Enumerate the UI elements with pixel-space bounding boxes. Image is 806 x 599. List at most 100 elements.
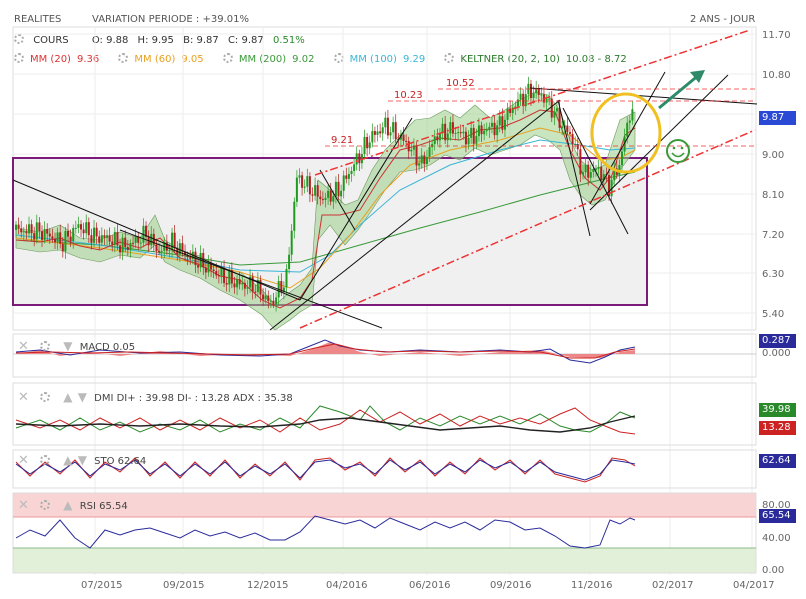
- candle-body: [106, 235, 109, 238]
- candle-body: [69, 236, 72, 241]
- candle-body: [319, 196, 322, 200]
- gear-icon[interactable]: [40, 341, 51, 351]
- candle-body: [126, 247, 129, 250]
- candle-body: [394, 122, 397, 140]
- candle-body: [613, 168, 616, 180]
- svg-text:12/2015: 12/2015: [247, 580, 289, 591]
- candle-body: [540, 94, 543, 96]
- candle-body: [405, 140, 408, 142]
- candle-body: [316, 185, 319, 197]
- svg-text:04/2017: 04/2017: [733, 580, 775, 591]
- candle-body: [116, 231, 119, 246]
- symbol-label: REALITES: [14, 14, 62, 25]
- candle-body: [415, 145, 418, 166]
- adx-line: [15, 415, 636, 433]
- candle-body: [254, 291, 257, 293]
- candle-body: [290, 230, 293, 255]
- candle-body: [228, 269, 231, 285]
- candle-body: [20, 228, 23, 233]
- up-arrow-icon[interactable]: ▲: [63, 453, 73, 467]
- candle-body: [462, 131, 465, 134]
- gear-icon[interactable]: [444, 53, 455, 63]
- candle-body: [412, 145, 415, 150]
- rsi-line: [15, 515, 636, 549]
- up-arrow-icon[interactable]: ▲: [63, 498, 73, 512]
- close-icon[interactable]: ✕: [18, 339, 29, 354]
- candle-body: [454, 132, 457, 134]
- candle-body: [51, 236, 54, 239]
- gear-icon[interactable]: [40, 455, 51, 465]
- gear-icon[interactable]: [14, 53, 24, 63]
- candle-body: [438, 132, 441, 141]
- candle-body: [459, 132, 462, 134]
- candle-body: [558, 108, 561, 128]
- candle-body: [493, 122, 496, 136]
- close-icon[interactable]: ✕: [18, 498, 29, 513]
- candle-body: [347, 173, 350, 179]
- rsi-mid-tick: 40.00: [762, 533, 791, 544]
- dmi-plus-line: [15, 405, 636, 433]
- candle-body: [43, 229, 46, 240]
- candle-body: [308, 176, 311, 195]
- gear-icon[interactable]: [118, 53, 129, 63]
- candle-body: [303, 186, 306, 188]
- candle-body: [230, 269, 233, 284]
- candle-body: [324, 197, 327, 200]
- channel-lines: [299, 29, 756, 329]
- candle-body: [119, 245, 122, 253]
- svg-text:8.10: 8.10: [762, 190, 784, 201]
- candle-body: [446, 133, 449, 141]
- down-arrow-icon[interactable]: ▼: [77, 453, 87, 467]
- candle-body: [589, 171, 592, 178]
- candle-body: [293, 201, 296, 231]
- candle-body: [519, 93, 522, 100]
- up-arrow-icon: [658, 70, 705, 110]
- candle-body: [103, 235, 106, 238]
- svg-text:9.00: 9.00: [762, 150, 784, 161]
- svg-text:7.20: 7.20: [762, 230, 784, 241]
- candle-body: [98, 236, 101, 243]
- close-icon[interactable]: ✕: [18, 390, 29, 405]
- gear-icon[interactable]: [40, 392, 51, 402]
- candle-body: [306, 176, 309, 187]
- candle-body: [600, 166, 603, 181]
- macd-controls: ✕ ▼ MACD 0.05: [18, 339, 135, 354]
- candle-body: [48, 233, 51, 237]
- candle-body: [376, 131, 379, 135]
- variation-label: VARIATION PERIODE : +39.01%: [92, 14, 249, 25]
- candle-body: [251, 276, 254, 292]
- dmi-minus-line: [15, 407, 636, 435]
- svg-text:09/2016: 09/2016: [490, 580, 532, 591]
- candle-body: [337, 181, 340, 197]
- candle-body: [420, 155, 423, 164]
- up-arrow-icon[interactable]: ▲: [63, 390, 73, 404]
- smiley-icon: [666, 139, 690, 163]
- candle-body: [423, 155, 426, 164]
- macd-value: 0.05: [112, 342, 136, 353]
- candle-body: [607, 175, 610, 197]
- candle-body: [189, 257, 192, 259]
- candle-body: [217, 275, 220, 277]
- candle-body: [225, 283, 228, 285]
- candle-body: [514, 106, 517, 108]
- range-rectangle: [12, 157, 648, 306]
- candle-body: [506, 108, 509, 120]
- close-icon[interactable]: ✕: [18, 453, 29, 468]
- level-10-23: 10.23: [394, 90, 423, 101]
- candle-body: [584, 164, 587, 173]
- mm100-label: MM (100): [349, 54, 397, 65]
- candle-body: [246, 287, 249, 289]
- gear-icon[interactable]: [14, 34, 24, 44]
- sto-controls: ✕ ▲ ▼ STO 62.64: [18, 453, 146, 468]
- candle-body: [134, 236, 137, 243]
- down-arrow-icon[interactable]: ▼: [77, 390, 87, 404]
- gear-icon[interactable]: [40, 500, 51, 510]
- candle-body: [202, 252, 205, 268]
- last-price-box: 9.87: [759, 111, 796, 125]
- candle-body: [480, 125, 483, 135]
- gear-icon[interactable]: [222, 53, 233, 63]
- down-arrow-icon[interactable]: ▼: [63, 339, 73, 353]
- candle-body: [197, 265, 200, 268]
- sto-value-box: 62.64: [759, 454, 796, 468]
